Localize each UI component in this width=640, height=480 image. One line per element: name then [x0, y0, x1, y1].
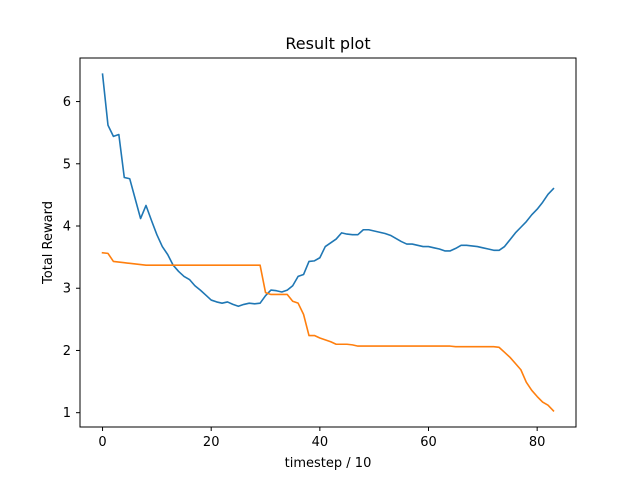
x-axis-label: timestep / 10 — [285, 456, 372, 471]
y-tick-label: 3 — [63, 282, 71, 297]
y-tick-label: 2 — [63, 344, 71, 359]
y-tick-label: 4 — [63, 220, 71, 235]
x-tick-label: 80 — [529, 435, 546, 450]
y-axis-label: Total Reward — [41, 201, 56, 285]
x-tick-label: 20 — [203, 435, 220, 450]
x-tick-label: 0 — [98, 435, 106, 450]
chart-title: Result plot — [285, 34, 370, 53]
y-tick-label: 5 — [63, 157, 71, 172]
y-tick-label: 1 — [63, 406, 71, 421]
y-tick-label: 6 — [63, 95, 71, 110]
x-tick-label: 40 — [312, 435, 329, 450]
x-tick-label: 60 — [420, 435, 437, 450]
plot-area — [80, 58, 576, 427]
